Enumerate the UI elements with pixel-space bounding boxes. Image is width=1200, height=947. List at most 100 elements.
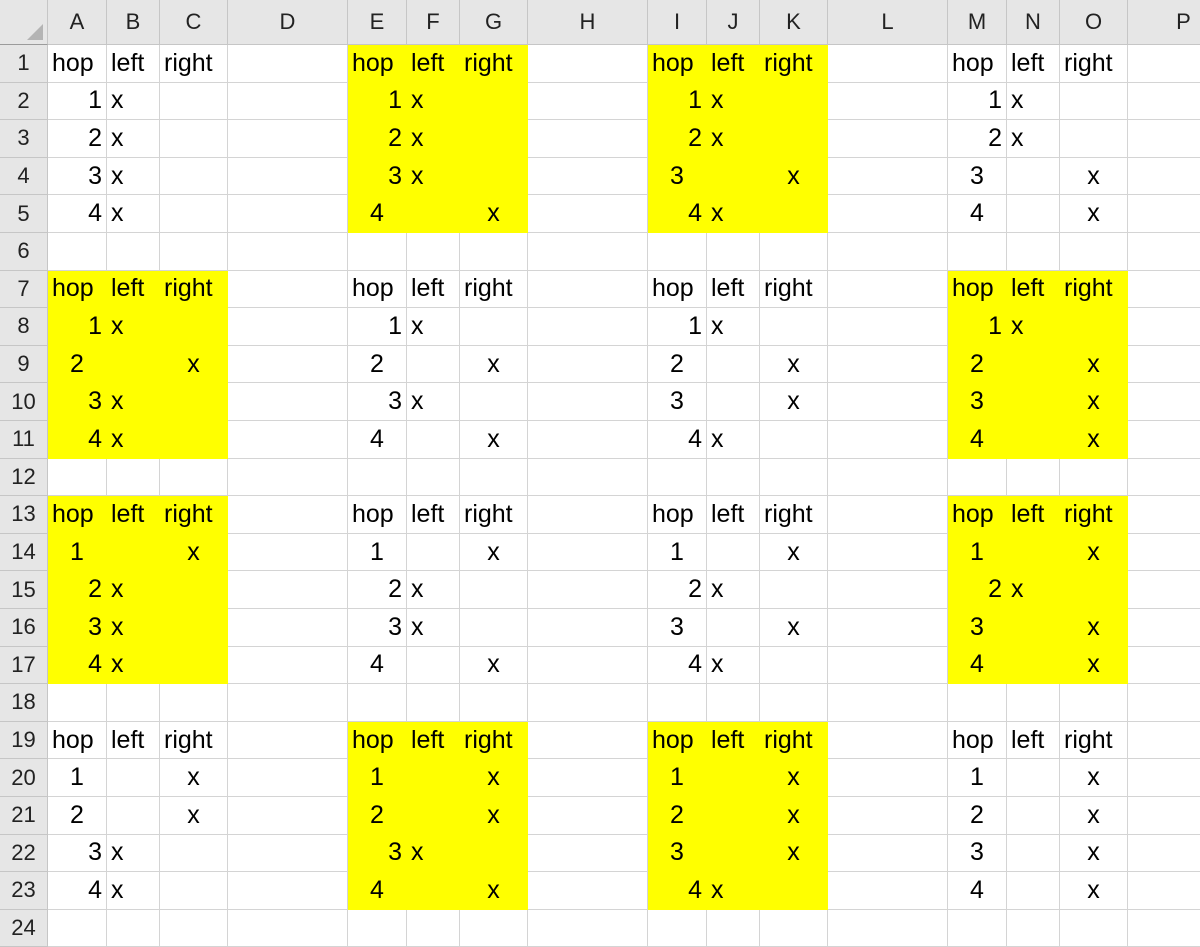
cell-e24[interactable] [348, 909, 407, 947]
cell-l18[interactable] [828, 684, 948, 722]
cell-o9[interactable]: x [1060, 345, 1128, 384]
cell-j9[interactable] [707, 345, 760, 384]
cell-a17[interactable]: 4 [48, 646, 107, 685]
column-header-d[interactable]: D [228, 0, 348, 45]
cell-o17[interactable]: x [1060, 646, 1128, 685]
cell-m12[interactable] [948, 458, 1007, 497]
cell-d2[interactable] [228, 82, 348, 121]
cell-m3[interactable]: 2 [948, 120, 1007, 158]
cell-p14[interactable] [1128, 534, 1200, 572]
cell-f6[interactable] [407, 233, 460, 271]
cell-o7[interactable]: right [1060, 270, 1128, 309]
row-header-10[interactable]: 10 [0, 383, 48, 421]
cell-b13[interactable]: left [107, 496, 160, 534]
cell-k9[interactable]: x [760, 345, 828, 384]
cell-b4[interactable]: x [107, 157, 160, 196]
cell-d17[interactable] [228, 646, 348, 685]
cell-n16[interactable] [1007, 609, 1060, 647]
cell-a6[interactable] [48, 233, 107, 271]
cell-p15[interactable] [1128, 571, 1200, 609]
cell-f22[interactable]: x [407, 834, 460, 873]
cell-i1[interactable]: hop [648, 45, 707, 83]
cell-g8[interactable] [460, 308, 528, 346]
cell-h11[interactable] [528, 421, 648, 459]
cell-j15[interactable]: x [707, 571, 760, 609]
cell-h22[interactable] [528, 834, 648, 873]
cell-o18[interactable] [1060, 684, 1128, 722]
cell-n10[interactable] [1007, 383, 1060, 421]
cell-o22[interactable]: x [1060, 834, 1128, 873]
cell-b2[interactable]: x [107, 82, 160, 121]
cell-p13[interactable] [1128, 496, 1200, 534]
cell-l10[interactable] [828, 383, 948, 421]
cell-m9[interactable]: 2 [948, 345, 1007, 384]
cell-m13[interactable]: hop [948, 496, 1007, 534]
cell-e21[interactable]: 2 [348, 797, 407, 835]
cell-h4[interactable] [528, 157, 648, 196]
column-header-m[interactable]: M [948, 0, 1007, 45]
cell-k7[interactable]: right [760, 270, 828, 309]
cell-a4[interactable]: 3 [48, 157, 107, 196]
cell-m4[interactable]: 3 [948, 157, 1007, 196]
cell-f11[interactable] [407, 421, 460, 459]
cell-a23[interactable]: 4 [48, 872, 107, 910]
cell-p23[interactable] [1128, 872, 1200, 910]
cell-i18[interactable] [648, 684, 707, 722]
cell-f3[interactable]: x [407, 120, 460, 158]
cell-j16[interactable] [707, 609, 760, 647]
cell-j22[interactable] [707, 834, 760, 873]
cell-e5[interactable]: 4 [348, 195, 407, 233]
cell-c1[interactable]: right [160, 45, 228, 83]
cell-p2[interactable] [1128, 83, 1200, 121]
cell-d6[interactable] [228, 233, 348, 271]
cell-j12[interactable] [707, 458, 760, 497]
cell-j1[interactable]: left [707, 45, 760, 83]
cell-h17[interactable] [528, 646, 648, 685]
cell-n1[interactable]: left [1007, 45, 1060, 83]
cell-j17[interactable]: x [707, 646, 760, 685]
cell-l20[interactable] [828, 759, 948, 797]
select-all-corner[interactable] [0, 0, 48, 45]
cell-e4[interactable]: 3 [348, 157, 407, 196]
cell-m15[interactable]: 2 [948, 571, 1007, 609]
cell-j13[interactable]: left [707, 496, 760, 534]
cell-d3[interactable] [228, 120, 348, 158]
cell-m6[interactable] [948, 233, 1007, 271]
cell-g22[interactable] [460, 834, 528, 873]
cell-h2[interactable] [528, 82, 648, 121]
cell-p20[interactable] [1128, 759, 1200, 797]
cell-k24[interactable] [760, 909, 828, 947]
cell-g24[interactable] [460, 909, 528, 947]
cell-l14[interactable] [828, 533, 948, 572]
cell-n22[interactable] [1007, 834, 1060, 873]
cell-a22[interactable]: 3 [48, 834, 107, 873]
row-header-9[interactable]: 9 [0, 345, 48, 384]
cell-h20[interactable] [528, 759, 648, 797]
cell-f9[interactable] [407, 345, 460, 384]
cell-h21[interactable] [528, 797, 648, 835]
cell-b8[interactable]: x [107, 308, 160, 346]
cell-g23[interactable]: x [460, 872, 528, 910]
cell-d23[interactable] [228, 872, 348, 910]
row-header-13[interactable]: 13 [0, 496, 48, 534]
cell-h3[interactable] [528, 120, 648, 158]
cell-n15[interactable]: x [1007, 571, 1060, 609]
cell-b15[interactable]: x [107, 571, 160, 609]
cell-g12[interactable] [460, 458, 528, 497]
cell-a11[interactable]: 4 [48, 421, 107, 459]
cell-l3[interactable] [828, 120, 948, 158]
cell-c8[interactable] [160, 308, 228, 346]
cell-n11[interactable] [1007, 421, 1060, 459]
cell-m22[interactable]: 3 [948, 834, 1007, 873]
cell-l22[interactable] [828, 834, 948, 873]
column-header-j[interactable]: J [707, 0, 760, 45]
row-header-8[interactable]: 8 [0, 308, 48, 346]
cell-p8[interactable] [1128, 308, 1200, 346]
cell-g15[interactable] [460, 571, 528, 609]
cell-e18[interactable] [348, 684, 407, 722]
cell-n19[interactable]: left [1007, 721, 1060, 760]
cell-p3[interactable] [1128, 120, 1200, 158]
cell-l11[interactable] [828, 421, 948, 459]
cell-k17[interactable] [760, 646, 828, 685]
cell-k4[interactable]: x [760, 157, 828, 196]
